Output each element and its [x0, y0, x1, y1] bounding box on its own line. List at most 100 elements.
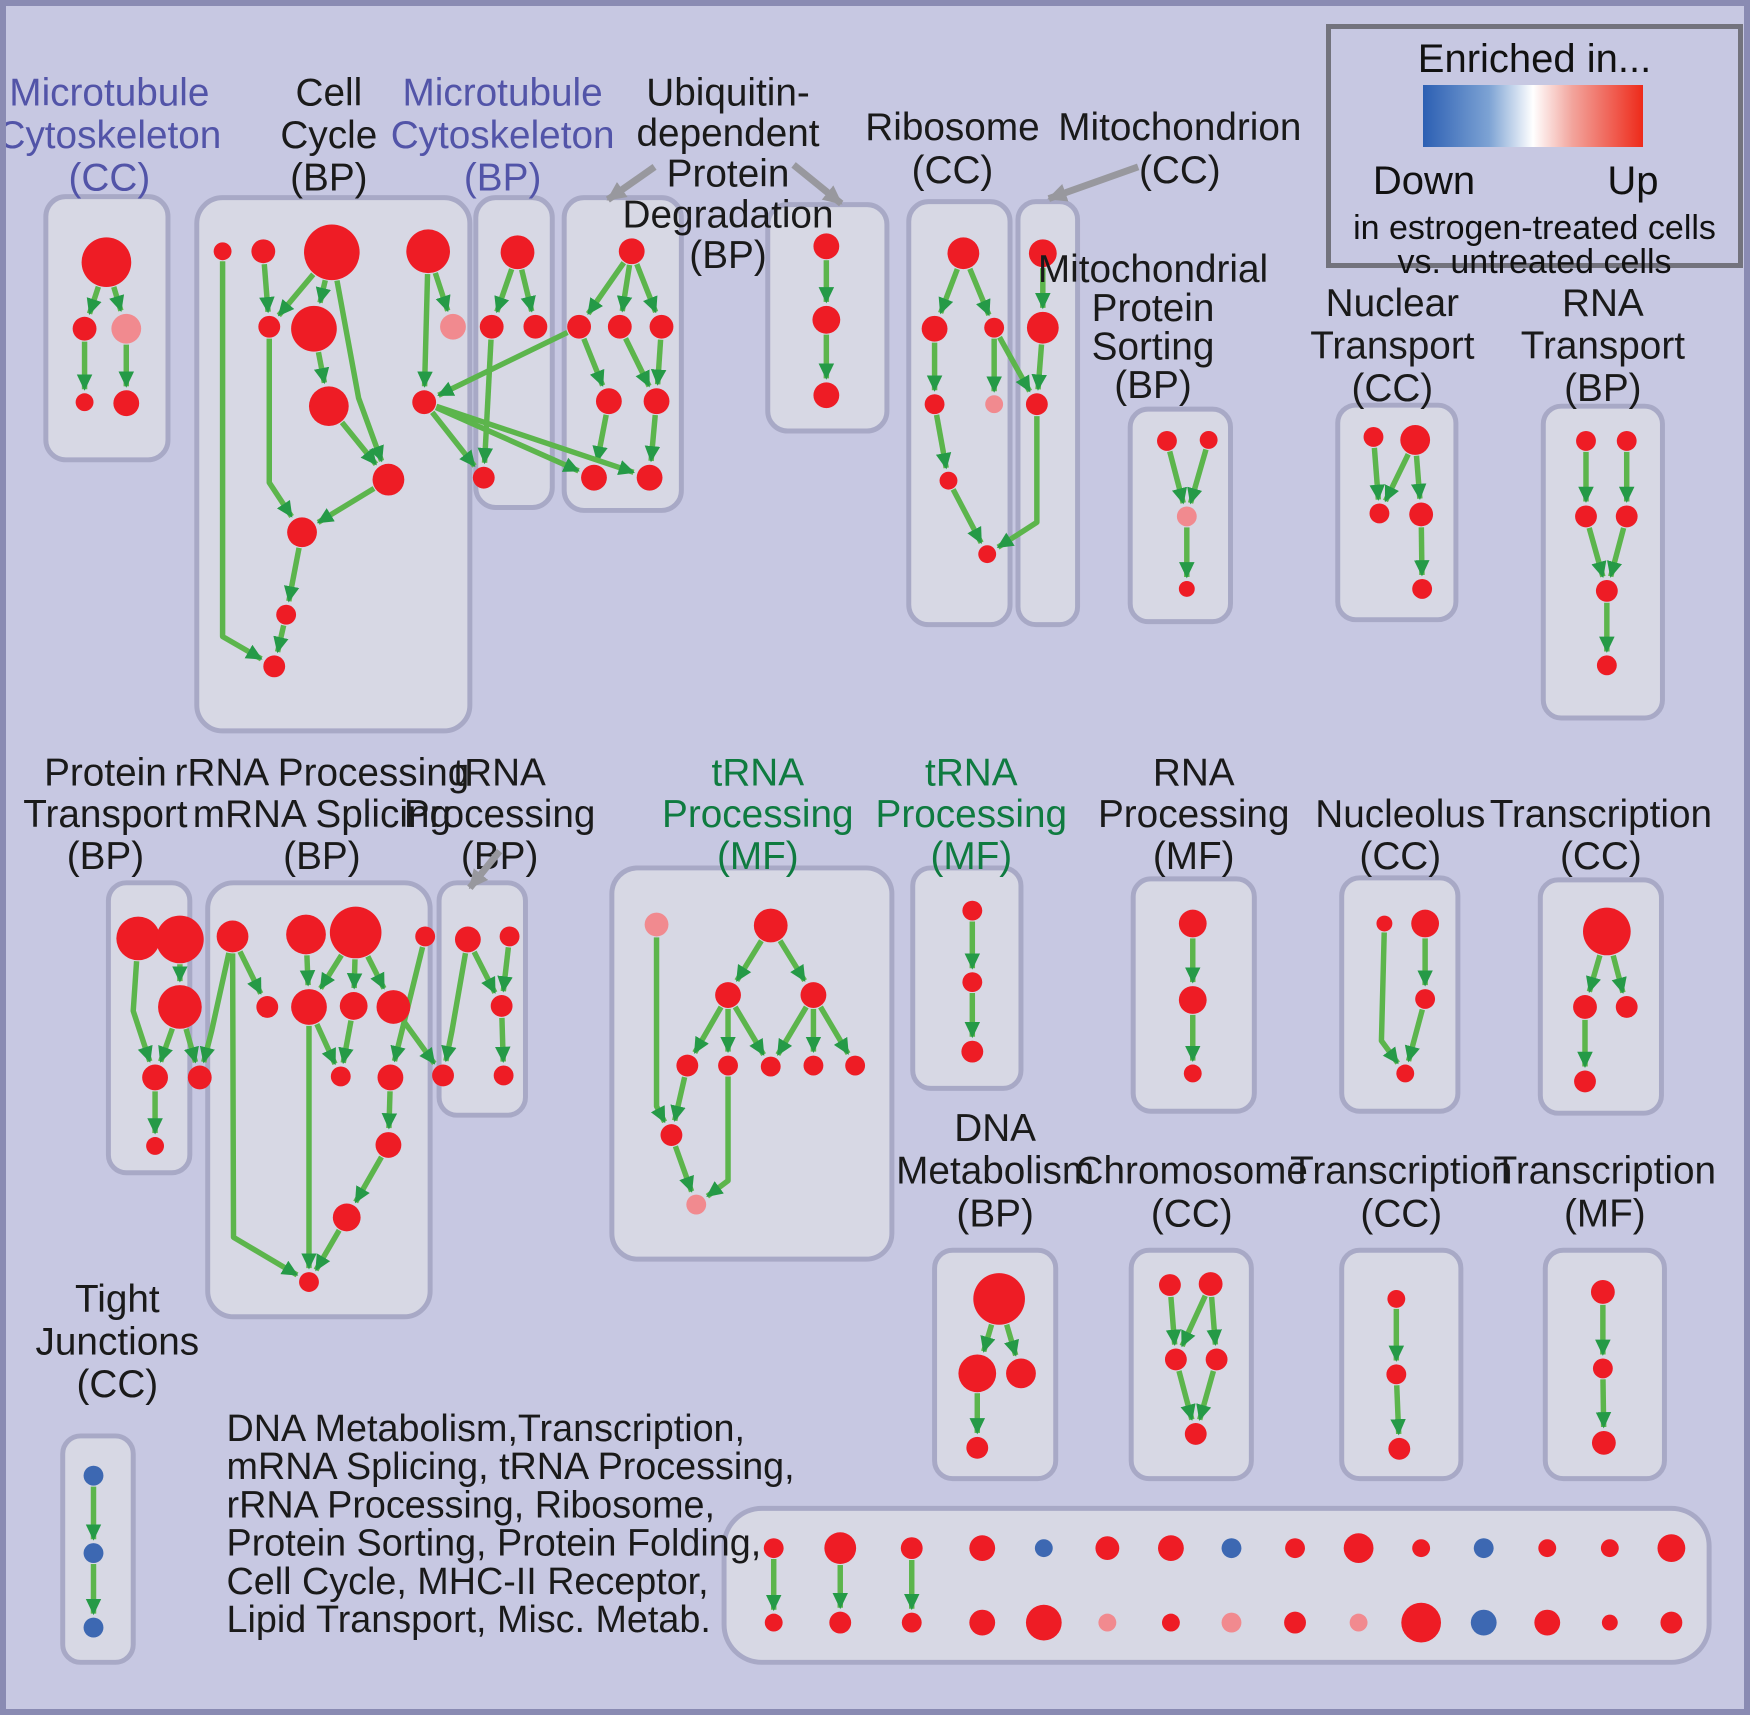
node-up	[276, 604, 297, 625]
edge-arrow	[417, 274, 433, 388]
misc-cluster-list-line: DNA Metabolism,Transcription,	[227, 1407, 745, 1449]
cluster-label: Mitochondrial Protein Sorting (BP)	[1038, 248, 1268, 407]
edge-arrow	[997, 335, 1032, 393]
node-up	[258, 315, 281, 338]
node-up	[406, 229, 450, 274]
node-up	[824, 1532, 857, 1565]
node-up	[156, 915, 204, 964]
cluster-label: RNA Processing (MF)	[1098, 752, 1290, 878]
node-up	[1161, 1613, 1180, 1632]
cluster-label: Transcription (CC)	[1290, 1150, 1512, 1236]
edge-arrow	[705, 1076, 731, 1199]
node-up	[1026, 311, 1059, 344]
node-up	[900, 1537, 923, 1560]
edge-arrow	[497, 946, 513, 993]
node-up	[1386, 1364, 1407, 1385]
cluster-label: Transcription (MF)	[1494, 1150, 1716, 1236]
cluster-label: Microtubule Cytoskeleton (CC)	[6, 71, 221, 199]
edge-arrow	[434, 404, 580, 474]
node-up	[415, 926, 436, 947]
node-up	[113, 390, 140, 417]
edge-arrow	[818, 1005, 851, 1056]
node-up	[499, 926, 520, 947]
cluster-label: tRNA Processing (BP)	[404, 752, 596, 878]
node-up	[1183, 1064, 1202, 1083]
node-up	[845, 1055, 866, 1076]
node-up	[763, 1538, 784, 1559]
node-down	[83, 1617, 104, 1638]
edge-arrow	[315, 279, 331, 304]
node-down	[1470, 1609, 1497, 1636]
edge-arrow	[775, 1005, 809, 1057]
edge-arrow	[1206, 1296, 1222, 1346]
node-up	[299, 1272, 319, 1292]
node-up	[1412, 1539, 1431, 1558]
label-pointer-arrow	[791, 162, 844, 207]
node-up	[649, 314, 674, 339]
node-up	[479, 314, 504, 339]
node-up	[329, 906, 382, 959]
node-down	[1221, 1538, 1242, 1559]
node-up	[567, 314, 592, 339]
node-up	[1343, 1533, 1374, 1564]
node-up	[472, 466, 495, 489]
node-up	[1411, 909, 1440, 938]
edge-arrow	[401, 1019, 437, 1066]
edge-arrow	[365, 955, 387, 990]
node-up	[581, 464, 607, 491]
node-down	[83, 1465, 104, 1486]
node-up	[1157, 431, 1177, 451]
label-pointer-arrow	[1047, 163, 1140, 202]
cluster-box-rrna-mrna-bp	[205, 880, 433, 1320]
edge-arrow	[109, 286, 125, 313]
edge-arrow	[1595, 1379, 1612, 1429]
node-up	[1396, 1064, 1415, 1083]
node-up	[1284, 1611, 1306, 1634]
node-up	[304, 224, 360, 281]
node-up	[607, 314, 632, 339]
cluster-label: Microtubule Cytoskeleton (BP)	[391, 71, 615, 199]
node-up	[1006, 1358, 1036, 1389]
node-up	[961, 1040, 984, 1063]
node-up	[715, 982, 741, 1008]
node-up	[969, 1609, 996, 1636]
node-up	[1028, 239, 1057, 268]
node-up	[1025, 1604, 1062, 1641]
cluster-box-microtubule-cytoskeleton-bp	[473, 195, 555, 510]
edge-arrow	[338, 1020, 354, 1065]
node-up	[308, 386, 349, 427]
node-up	[764, 1613, 783, 1632]
edge-arrow	[1383, 453, 1411, 503]
edge-arrow	[1179, 1294, 1208, 1348]
cluster-box-transcription-cc-mid	[1537, 877, 1664, 1116]
node-up	[1164, 1348, 1187, 1371]
edge-arrow	[313, 1228, 342, 1272]
cluster-box-chromosome-cc	[1128, 1247, 1254, 1482]
legend-title: Enriched in...	[1417, 37, 1652, 81]
node-up	[939, 471, 958, 490]
edge-arrow	[381, 1091, 398, 1130]
node-up	[116, 916, 161, 961]
node-up-light	[1176, 506, 1197, 527]
node-up	[978, 545, 997, 564]
node-up	[1595, 579, 1618, 602]
legend-up-label: Up	[1607, 159, 1659, 203]
node-up	[921, 315, 948, 342]
node-up	[1538, 1539, 1557, 1558]
node-up-light	[1349, 1613, 1368, 1632]
label-pointer-arrow	[605, 164, 657, 203]
node-up	[1657, 1534, 1686, 1563]
node-up	[829, 1611, 852, 1634]
edge-arrow	[1586, 954, 1603, 994]
edge-arrow	[346, 959, 363, 990]
cluster-label: Nucleolus (CC)	[1315, 793, 1485, 878]
node-up	[1199, 431, 1218, 449]
node-up	[372, 463, 405, 496]
edge-arrow	[494, 268, 515, 314]
node-up	[1534, 1609, 1561, 1636]
edge-arrow	[1404, 1008, 1425, 1063]
edge-arrow	[435, 403, 635, 475]
edge-arrow	[1004, 1323, 1019, 1357]
edge-arrow	[1414, 527, 1430, 577]
node-up	[1376, 915, 1393, 932]
